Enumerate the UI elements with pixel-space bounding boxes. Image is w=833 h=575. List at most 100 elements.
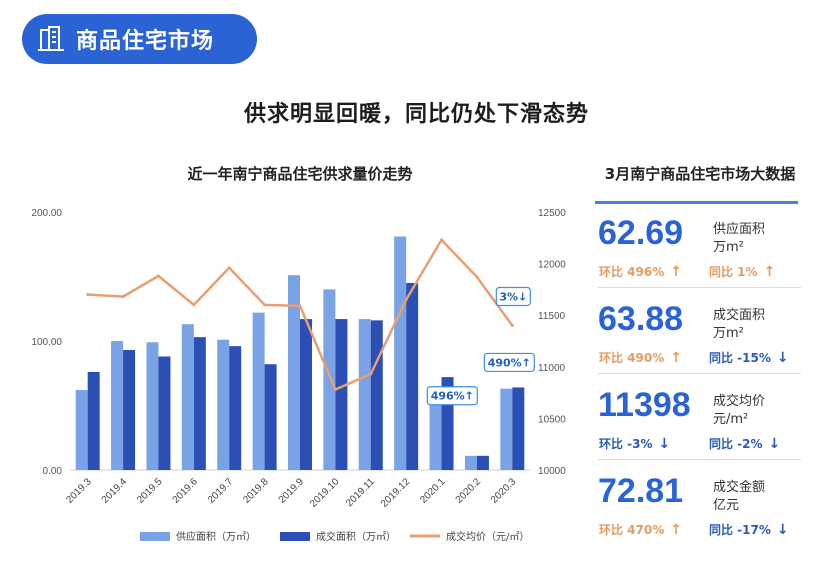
- annotation-supply-box: [426, 386, 478, 406]
- arrow-down-icon: ↓: [776, 350, 789, 366]
- stat-block-avg-price: 11398 成交均价 元/m² 环比 -3% ↓ 同比 -2% ↓: [598, 380, 803, 465]
- bar-transaction: [300, 319, 312, 470]
- arrow-down-icon: ↓: [658, 436, 671, 452]
- point-avg-price: [510, 324, 514, 328]
- y-right-tick-label: 11500: [538, 311, 566, 322]
- arrow-up-icon: ↑: [763, 264, 776, 280]
- supply-demand-price-chart: 0.00 100.00 200.00 10000 10500 11000 11500 1200…: [31, 208, 566, 543]
- x-tick-label: 2020.1: [418, 476, 448, 506]
- stat-block-transaction-area: 63.88 成交面积 万m² 环比 490% ↑ 同比 -15% ↓: [598, 294, 803, 379]
- bar-transaction: [264, 364, 277, 470]
- y-right-tick-label: 12000: [538, 260, 566, 271]
- arrow-up-icon: ↑: [670, 264, 682, 280]
- legend-swatch-transaction: [280, 532, 310, 541]
- stat-mom: 环比 490% ↑: [599, 350, 682, 366]
- point-avg-price: [333, 388, 337, 392]
- bar-transaction: [229, 346, 242, 470]
- legend-label-supply: 供应面积（万㎡）: [176, 530, 256, 543]
- page-title: 供求明显回暖，同比仍处下滑态势: [243, 102, 589, 127]
- y-right-tick-label: 10000: [538, 466, 566, 477]
- x-tick-label: 2019.7: [206, 476, 236, 506]
- y-right-tick-label: 11000: [538, 363, 566, 374]
- x-tick-label: 2019.9: [277, 476, 307, 506]
- legend-swatch-supply: [140, 532, 170, 541]
- stat-mom: 环比 470% ↑: [599, 522, 682, 538]
- stat-mom: 环比 -3% ↓: [599, 436, 671, 452]
- point-avg-price: [404, 298, 408, 302]
- x-tick-label: 2019.8: [241, 476, 271, 506]
- stat-label: 供应面积: [713, 222, 766, 237]
- bar-transaction: [123, 350, 136, 470]
- bar-transaction: [193, 337, 206, 470]
- annotation-supply: 496%↑: [431, 390, 474, 403]
- point-avg-price: [475, 275, 479, 279]
- stats-panel-title: 3月南宁商品住宅市场大数据: [604, 165, 796, 183]
- x-tick-label: 2019.6: [171, 476, 201, 506]
- annotation-transaction: 490%↑: [488, 356, 531, 369]
- legend-label-price: 成交均价（元/㎡）: [446, 530, 529, 543]
- divider: [598, 287, 801, 288]
- stat-yoy: 同比 -15% ↓: [709, 350, 789, 366]
- y-right-tick-label: 10500: [538, 414, 566, 425]
- point-avg-price: [86, 293, 90, 297]
- bar-transaction: [406, 282, 419, 470]
- bar-transaction: [335, 319, 348, 470]
- point-avg-price: [298, 304, 302, 308]
- point-avg-price: [156, 274, 160, 278]
- arrow-down-icon: ↓: [768, 436, 781, 452]
- divider: [598, 459, 801, 460]
- stat-mom: 环比 496% ↑: [599, 264, 682, 280]
- bar-supply: [358, 319, 371, 470]
- bar-transaction: [512, 387, 525, 470]
- stat-block-transaction-amount: 72.81 成交金额 亿元 环比 470% ↑ 同比 -17% ↓: [598, 466, 803, 551]
- bar-transaction: [158, 356, 171, 470]
- bar-transaction: [370, 320, 383, 470]
- y-right-tick-label: 12500: [538, 208, 566, 219]
- point-avg-price: [121, 295, 125, 299]
- bar-supply: [394, 236, 407, 470]
- divider: [598, 373, 801, 374]
- stat-yoy: 同比 1% ↑: [709, 264, 776, 280]
- x-tick-label: 2019.12: [379, 476, 413, 510]
- stat-yoy: 同比 -2% ↓: [709, 436, 781, 452]
- y-left-tick-label: 100.00: [31, 337, 62, 348]
- stat-label: 成交面积: [713, 308, 766, 323]
- stat-label: 成交均价: [713, 394, 766, 409]
- bar-supply: [146, 342, 159, 470]
- bar-supply: [323, 289, 336, 470]
- stat-value: 72.81: [598, 472, 684, 510]
- point-avg-price: [263, 303, 267, 307]
- point-avg-price: [227, 266, 231, 270]
- x-tick-label: 2019.5: [135, 476, 165, 506]
- annotation-price-box: [495, 286, 531, 307]
- x-tick-label: 2019.10: [308, 476, 342, 510]
- section-title: 商品住宅市场: [76, 29, 215, 54]
- arrow-up-icon: ↑: [670, 522, 682, 538]
- bar-supply: [75, 390, 88, 470]
- x-tick-label: 2020.2: [454, 476, 484, 506]
- bar-transaction: [476, 455, 489, 470]
- annotation-price: 3%↓: [499, 291, 527, 304]
- stat-unit: 亿元: [713, 498, 740, 513]
- bar-supply: [429, 400, 442, 470]
- x-tick-label: 2019.4: [100, 476, 130, 506]
- x-tick-label: 2019.11: [344, 476, 377, 509]
- annotation-transaction-box: [483, 352, 535, 373]
- bar-supply: [217, 339, 230, 470]
- bar-supply: [464, 455, 477, 470]
- bar-transaction: [87, 371, 100, 470]
- stat-label: 成交金额: [713, 480, 766, 495]
- stat-unit: 元/m²: [713, 412, 749, 427]
- stat-block-supply: 62.69 供应面积 万m² 环比 496% ↑ 同比 1% ↑: [598, 208, 803, 293]
- arrow-up-icon: ↑: [670, 350, 682, 366]
- stat-value: 62.69: [598, 214, 684, 252]
- x-tick-label: 2019.3: [64, 476, 94, 506]
- point-avg-price: [192, 303, 196, 307]
- stat-unit: 万m²: [713, 326, 744, 341]
- x-tick-label: 2020.3: [489, 476, 519, 506]
- stat-value: 63.88: [598, 300, 684, 338]
- point-avg-price: [369, 372, 373, 376]
- arrow-down-icon: ↓: [776, 522, 789, 538]
- bar-supply: [500, 388, 513, 470]
- y-left-tick-label: 0.00: [43, 466, 63, 477]
